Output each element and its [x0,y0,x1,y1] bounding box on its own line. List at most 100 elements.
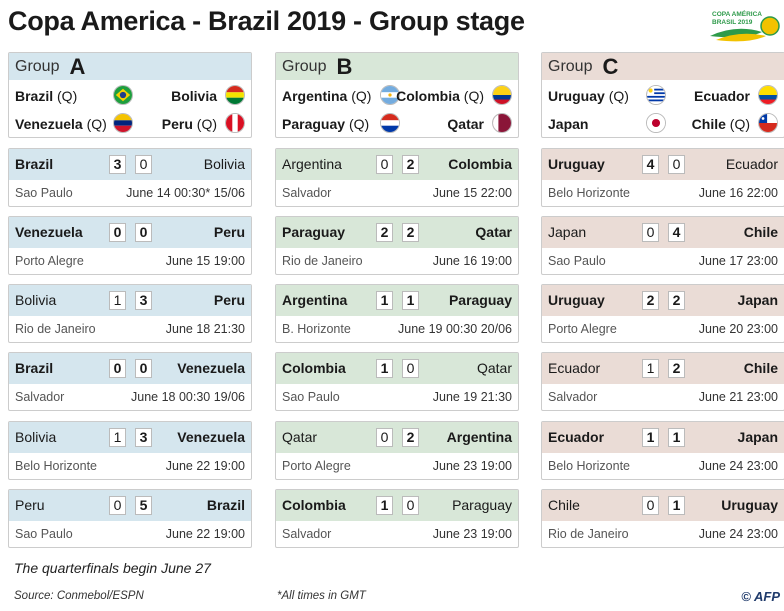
home-team: Argentina [282,156,342,172]
brazil-flag-icon [113,85,133,105]
home-team: Bolivia [15,429,57,445]
match-result: Argentina 0 2 Colombia [276,149,518,180]
away-score: 2 [402,223,419,242]
group-letter: A [69,53,86,79]
match-venue: Porto Alegre [15,254,84,268]
team-row: Uruguay (Q) Ecuador [542,83,784,111]
match-date: June 15 19:00 [165,254,245,268]
home-score: 0 [109,223,126,242]
match-venue: Sao Paulo [282,390,340,404]
home-score: 1 [109,428,126,447]
away-team: Japan [737,292,778,308]
away-team: Venezuela [177,360,245,376]
match-card: Bolivia 1 3 Venezuela Belo Horizonte June 22 … [8,421,252,480]
match-info: Sao Paulo June 17 23:00 [542,248,784,274]
match-date: June 18 00:30 19/06 [131,390,245,404]
team-row: Brazil (Q) Bolivia [9,83,251,111]
match-result: Argentina 1 1 Paraguay [276,285,518,316]
match-card: Venezuela 0 0 Peru Porto Alegre June 15 19:00 [8,216,252,275]
venezuela-flag-icon [113,113,133,133]
home-score: 3 [109,155,126,174]
away-team: Ecuador [725,156,778,172]
qualified-mark: (Q) [348,116,370,132]
match-card: Colombia 1 0 Paraguay Salvador June 23 19:00 [275,489,519,548]
home-team: Brazil [15,156,54,172]
away-score: 1 [402,291,419,310]
team-name: Brazil (Q) [15,88,78,104]
match-result: Colombia 1 0 Qatar [276,353,518,384]
home-team: Chile [548,497,580,513]
team-name: Chile (Q) [691,116,750,132]
match-date: June 22 19:00 [165,459,245,473]
home-score: 1 [109,291,126,310]
match-result: Colombia 1 0 Paraguay [276,490,518,521]
away-score: 2 [668,359,685,378]
group-header: Group A [9,53,251,80]
team-name: Uruguay (Q) [548,88,629,104]
away-score: 0 [135,223,152,242]
match-card: Peru 0 5 Brazil Sao Paulo June 22 19:00 [8,489,252,548]
home-score: 1 [376,359,393,378]
match-date: June 16 22:00 [698,186,778,200]
team-name: Japan [548,116,589,132]
home-team: Brazil [15,360,54,376]
away-score: 2 [402,155,419,174]
team-row: Venezuela (Q) Peru (Q) [9,111,251,139]
away-team: Venezuela [177,429,245,445]
away-team: Bolivia [203,156,245,172]
group-a-teams: Group A Brazil (Q) Bolivia Venezuela (Q) Per… [8,52,252,138]
away-team: Paraguay [448,292,512,308]
match-card: Ecuador 1 2 Chile Salvador June 21 23:00 [541,352,784,411]
match-result: Ecuador 1 2 Chile [542,353,784,384]
copa-america-logo: COPA AMÉRICA BRASIL 2019 [710,9,780,42]
team-name: Paraguay (Q) [282,116,370,132]
match-date: June 24 23:00 [698,459,778,473]
away-team: Chile [743,360,778,376]
match-venue: Sao Paulo [15,186,73,200]
qualified-mark: (Q) [351,88,372,104]
match-date: June 17 23:00 [698,254,778,268]
match-date: June 22 19:00 [165,527,245,541]
away-score: 1 [668,428,685,447]
match-date: June 15 22:00 [432,186,512,200]
match-card: Qatar 0 2 Argentina Porto Alegre June 23 19:0… [275,421,519,480]
match-venue: Porto Alegre [548,322,617,336]
team-row: Paraguay (Q) Qatar [276,111,518,139]
team-name: Peru (Q) [161,116,217,132]
group-a-column: Group A Brazil (Q) Bolivia Venezuela (Q) Per… [8,52,252,548]
team-row: Japan Chile (Q) [542,111,784,139]
match-date: June 19 00:30 20/06 [398,322,512,336]
match-card: Brazil 3 0 Bolivia Sao Paulo June 14 00:30* 1… [8,148,252,207]
home-score: 2 [376,223,393,242]
match-card: Argentina 0 2 Colombia Salvador June 15 22:00 [275,148,519,207]
match-info: Salvador June 15 22:00 [276,180,518,206]
match-venue: Belo Horizonte [548,186,630,200]
group-header: Group B [276,53,518,80]
match-info: Sao Paulo June 14 00:30* 15/06 [9,180,251,206]
away-team: Peru [213,224,245,240]
match-info: Belo Horizonte June 16 22:00 [542,180,784,206]
home-score: 1 [642,428,659,447]
away-team: Qatar [475,224,512,240]
match-card: Bolivia 1 3 Peru Rio de Janeiro June 18 21:30 [8,284,252,343]
argentina-flag-icon [380,85,400,105]
peru-flag-icon [225,113,245,133]
match-date: June 14 00:30* 15/06 [126,186,245,200]
match-venue: Sao Paulo [15,527,73,541]
match-result: Ecuador 1 1 Japan [542,422,784,453]
away-score: 3 [135,428,152,447]
match-date: June 18 21:30 [165,322,245,336]
match-venue: Salvador [548,390,598,404]
qualified-mark: (Q) [608,88,629,104]
qatar-flag-icon [492,113,512,133]
home-team: Argentina [282,292,348,308]
match-card: Japan 0 4 Chile Sao Paulo June 17 23:00 [541,216,784,275]
home-team: Colombia [282,360,346,376]
team-name: Bolivia [171,88,217,104]
home-team: Ecuador [548,429,605,445]
match-result: Brazil 0 0 Venezuela [9,353,251,384]
match-venue: Rio de Janeiro [15,322,96,336]
match-date: June 19 21:30 [432,390,512,404]
home-score: 0 [642,223,659,242]
team-name: Argentina (Q) [282,88,372,104]
